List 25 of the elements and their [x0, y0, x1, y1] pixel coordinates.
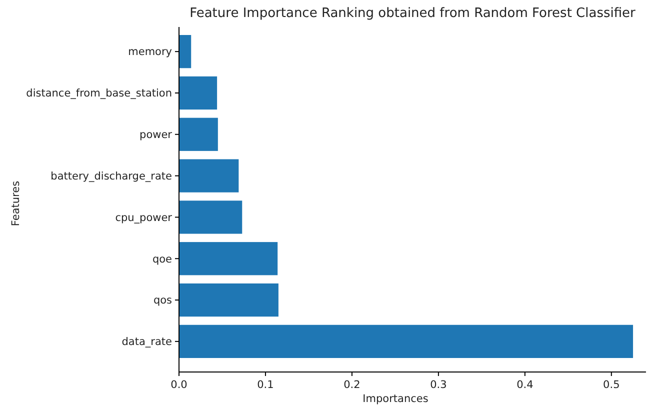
x-tick-label: 0.4: [516, 379, 534, 391]
y-tick-label: data_rate: [122, 336, 172, 348]
y-tick-label: qos: [153, 294, 172, 307]
y-tick-label: distance_from_base_station: [26, 88, 172, 100]
y-tick-label: cpu_power: [115, 212, 173, 224]
x-tick-label: 0.3: [430, 379, 447, 391]
chart-title: Feature Importance Ranking obtained from Random Forest Classifier: [190, 6, 636, 21]
bar: [179, 35, 192, 68]
y-tick-label: battery_discharge_rate: [50, 170, 172, 182]
x-tick-label: 0.2: [344, 379, 360, 391]
x-tick-label: 0.0: [170, 379, 188, 391]
bar: [179, 159, 239, 192]
bar: [179, 118, 218, 151]
y-tick-label: memory: [128, 46, 172, 58]
y-tick-label: qoe: [152, 253, 172, 266]
bar: [179, 242, 278, 276]
x-axis-title: Importances: [362, 393, 428, 405]
bar: [179, 200, 242, 234]
bar: [179, 283, 278, 317]
x-tick-label: 0.5: [603, 379, 620, 391]
y-axis-title: Features: [10, 180, 22, 226]
bar: [179, 324, 634, 358]
bar: [179, 76, 218, 110]
y-tick-label: power: [140, 129, 173, 142]
x-tick-label: 0.1: [257, 379, 274, 391]
